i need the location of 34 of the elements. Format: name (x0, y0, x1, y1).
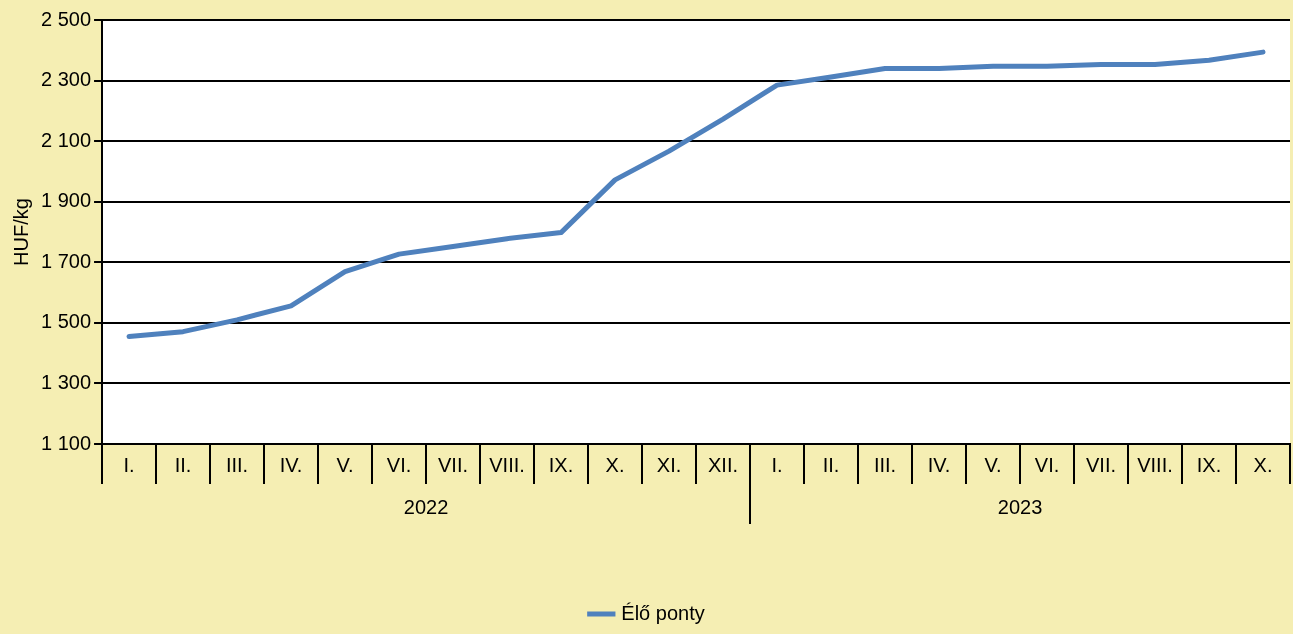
y-tick-label: 1 500 (40, 310, 92, 333)
y-axis-title: HUF/kg (9, 198, 32, 266)
x-tick-label: XII. (708, 453, 739, 476)
y-tick-label: 1 700 (40, 249, 92, 272)
x-tick-label: IX. (1196, 453, 1222, 476)
x-tick-label: III. (873, 453, 897, 476)
x-tick-label: X. (1253, 453, 1273, 476)
x-tick-label: II. (174, 453, 192, 476)
y-tick-label: 2 300 (40, 68, 92, 91)
x-tick-label: VIII. (489, 453, 525, 476)
x-tick-label: VII. (1086, 453, 1117, 476)
y-tick-label: 2 100 (40, 128, 92, 151)
x-tick-label: I. (123, 453, 135, 476)
x-tick-label: IV. (927, 453, 951, 476)
x-tick-label: X. (605, 453, 625, 476)
y-tick-label: 1 100 (40, 431, 92, 454)
x-tick-label: II. (822, 453, 840, 476)
x-tick-label: V. (336, 453, 354, 476)
x-tick-label: IV. (279, 453, 303, 476)
x-tick-label: III. (225, 453, 249, 476)
x-tick-label: IX. (548, 453, 574, 476)
x-tick-label: VII. (438, 453, 469, 476)
x-tick-label: XI. (656, 453, 682, 476)
y-tick-label: 2 500 (40, 7, 92, 30)
text: 2022 (403, 495, 449, 518)
x-tick-label: VI. (386, 453, 412, 476)
legend-label: Élő ponty (621, 601, 705, 624)
x-tick-label: V. (984, 453, 1002, 476)
x-tick-label: VIII. (1137, 453, 1173, 476)
text: 2023 (997, 495, 1043, 518)
y-tick-label: 1 300 (40, 370, 92, 393)
x-tick-label: VI. (1034, 453, 1060, 476)
x-tick-label: I. (771, 453, 783, 476)
y-tick-label: 1 900 (40, 189, 92, 212)
